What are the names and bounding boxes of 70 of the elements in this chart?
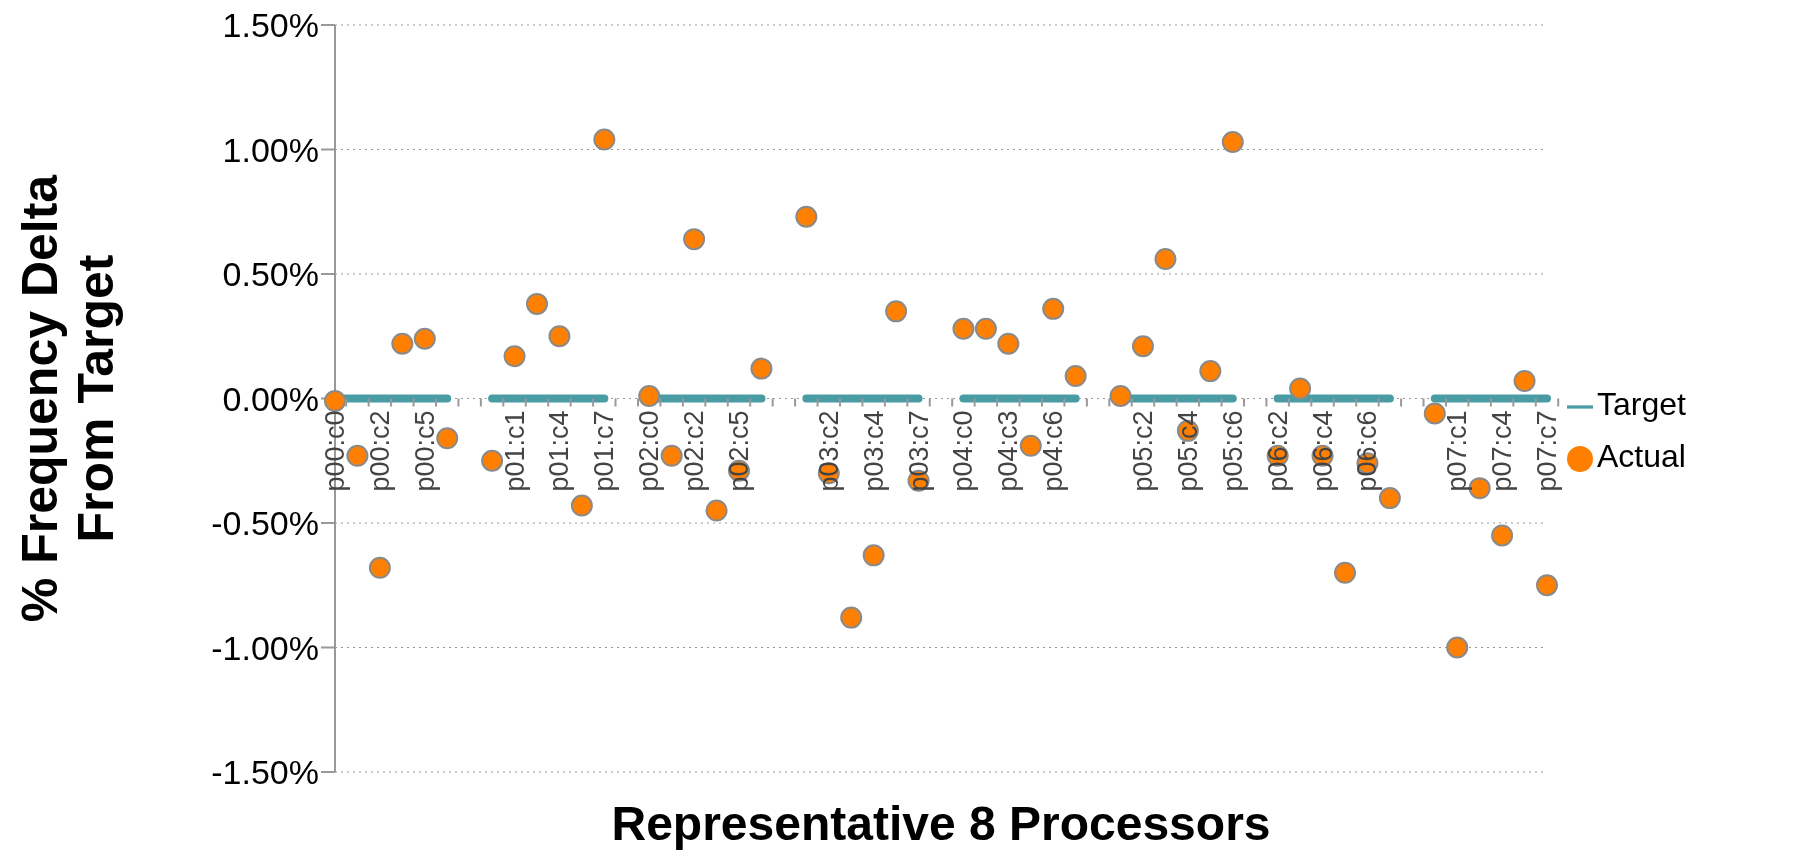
point xyxy=(885,300,908,323)
x-axis-title: Representative 8 Processors xyxy=(611,797,1271,850)
x-tick-label: p06:c2 xyxy=(1262,410,1293,492)
x-tick-label: p00:c5 xyxy=(409,410,440,492)
point xyxy=(638,385,661,408)
y-tick-label: 1.00% xyxy=(222,130,319,169)
point xyxy=(750,357,773,380)
x-tick-label: p00:c2 xyxy=(364,410,395,492)
x-tick-label: p01:c4 xyxy=(544,410,575,492)
point xyxy=(862,544,885,567)
point xyxy=(324,389,346,412)
x-tick-label: p07:c7 xyxy=(1532,410,1562,492)
y-tick-label: 0.00% xyxy=(222,379,319,418)
legend-label: Target xyxy=(1597,386,1686,422)
x-tick-label: p03:c7 xyxy=(903,410,934,492)
point xyxy=(548,325,571,348)
point xyxy=(1491,524,1514,547)
point xyxy=(503,345,526,368)
point xyxy=(997,332,1020,355)
point xyxy=(1109,385,1132,408)
x-tick-label: p05:c2 xyxy=(1128,410,1158,492)
point xyxy=(368,556,391,579)
x-tick-label: p03:c4 xyxy=(858,410,889,492)
x-tick-label: p05:c4 xyxy=(1172,410,1203,492)
point xyxy=(1132,335,1154,358)
point xyxy=(1334,561,1356,584)
x-tick-label: p02:c5 xyxy=(724,410,754,492)
point xyxy=(593,128,616,151)
y-tick-label: -1.50% xyxy=(211,753,319,792)
point xyxy=(570,494,593,517)
point xyxy=(840,606,863,629)
point xyxy=(1446,636,1469,659)
x-tick-label: p00:c0 xyxy=(320,410,350,492)
point xyxy=(1221,131,1244,154)
legend-label: Actual xyxy=(1597,438,1686,474)
x-tick-label: p03:c2 xyxy=(813,410,844,492)
point xyxy=(481,449,504,472)
point xyxy=(1042,297,1065,320)
point xyxy=(1289,377,1312,400)
point xyxy=(1536,574,1558,597)
point xyxy=(683,228,706,251)
point xyxy=(1423,402,1446,425)
point xyxy=(1154,248,1177,271)
x-tick-label: p04:c6 xyxy=(1038,410,1069,492)
x-tick-label: p07:c4 xyxy=(1487,410,1518,492)
point xyxy=(391,332,414,355)
point xyxy=(1199,360,1222,383)
point xyxy=(974,317,997,340)
point xyxy=(1513,370,1536,393)
x-tick-label: p02:c0 xyxy=(634,410,665,492)
x-tick-label: p04:c3 xyxy=(993,410,1024,492)
x-tick-label: p01:c7 xyxy=(589,410,620,492)
x-tick-label: p02:c2 xyxy=(679,410,710,492)
x-tick-label: p05:c6 xyxy=(1217,410,1248,492)
point xyxy=(526,292,548,315)
x-tick-label: p04:c0 xyxy=(948,410,979,492)
point xyxy=(952,317,975,340)
x-tick-label: p07:c1 xyxy=(1442,410,1473,492)
x-tick-label: p06:c4 xyxy=(1307,410,1338,492)
point xyxy=(795,205,818,228)
point xyxy=(1064,365,1087,388)
y-axis-title: % Frequency Delta From Target xyxy=(12,173,124,623)
x-tick-label: p01:c1 xyxy=(499,410,530,492)
x-tick-label: p06:c6 xyxy=(1352,410,1383,492)
y-tick-label: 0.50% xyxy=(222,255,319,294)
point xyxy=(705,499,728,522)
y-tick-label: -1.00% xyxy=(211,628,319,667)
y-tick-label: 1.50% xyxy=(222,6,319,45)
point xyxy=(413,327,436,350)
y-tick-label: -0.50% xyxy=(211,504,319,543)
